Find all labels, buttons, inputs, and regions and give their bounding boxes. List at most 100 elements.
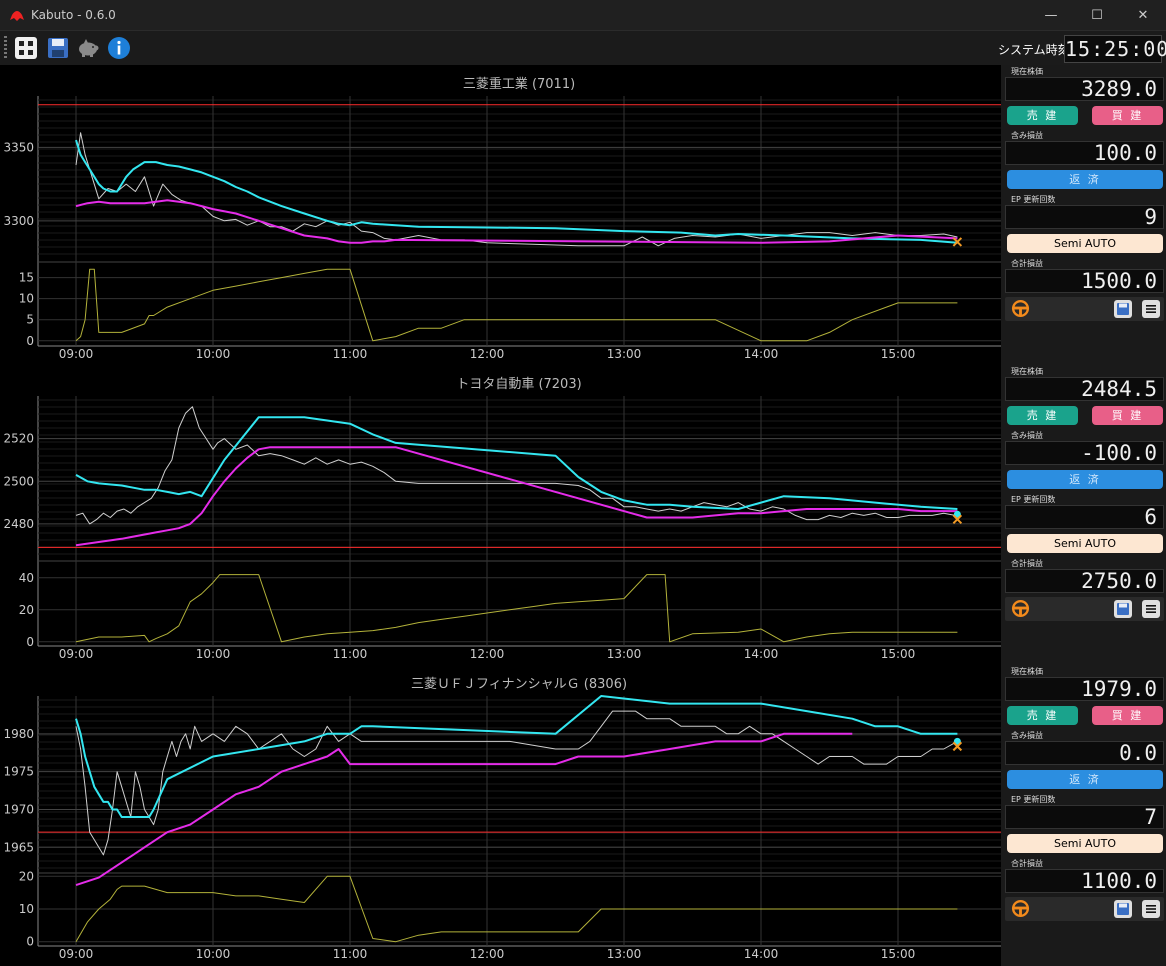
volume-tick-label: 15 [19, 271, 34, 285]
maximize-button[interactable]: ☐ [1091, 8, 1103, 23]
lower-trail-line [75, 446, 958, 547]
window-title: Kabuto - 0.6.0 [31, 8, 116, 22]
panel-action-bar [1005, 897, 1164, 921]
last-price-marker [952, 514, 963, 525]
chart-title: 三菱ＵＦＪフィナンシャルＧ (8306) [411, 677, 627, 692]
volume-tick-label: 0 [26, 334, 34, 348]
ticker-panel-1: 現在株価 3289.0 売 建買 建含み損益 100.0 返 済 EP 更新回数 9 Semi… [1001, 65, 1166, 323]
ep-update-count-display: 6 [1005, 505, 1164, 529]
buy-open-button[interactable]: 買 建 [1092, 406, 1163, 425]
steering-wheel-icon[interactable] [1011, 299, 1030, 318]
semi-auto-button[interactable]: Semi AUTO [1007, 834, 1163, 853]
x-tick-label: 11:00 [333, 647, 368, 661]
close-button[interactable]: ✕ [1137, 8, 1149, 23]
chart-1: 三菱重工業 (7011) 09:00 10:00 11:00 12:00 13:00 14:… [3, 76, 1001, 361]
buy-open-button[interactable]: 買 建 [1092, 106, 1163, 125]
volume-tick-label: 40 [19, 571, 34, 585]
price-tick-label: 2500 [3, 474, 34, 488]
volume-tick-label: 20 [19, 869, 34, 883]
x-tick-label: 15:00 [881, 647, 916, 661]
chart-title: トヨタ自動車 (7203) [456, 377, 581, 392]
chart-3: 三菱ＵＦＪフィナンシャルＧ (8306) 09:00 10:00 11:00 12:00… [3, 677, 1001, 961]
list-icon[interactable] [1142, 600, 1160, 618]
save-icon[interactable] [1114, 300, 1132, 318]
unrealized-pl-display: 0.0 [1005, 741, 1164, 765]
total-pl-display: 2750.0 [1005, 569, 1164, 593]
list-icon[interactable] [1142, 900, 1160, 918]
toolbar-grip[interactable] [4, 36, 7, 60]
x-tick-label: 15:00 [881, 347, 916, 361]
grid-icon[interactable] [14, 36, 38, 60]
save-icon[interactable] [46, 36, 70, 60]
repay-button[interactable]: 返 済 [1007, 170, 1163, 189]
x-tick-label: 14:00 [744, 647, 779, 661]
volume-tick-label: 0 [26, 935, 34, 949]
volume-tick-label: 10 [19, 292, 34, 306]
x-tick-label: 12:00 [470, 347, 505, 361]
price-tick-label: 1975 [3, 765, 34, 779]
sell-open-button[interactable]: 売 建 [1007, 706, 1078, 725]
ep-update-count-label: EP 更新回数 [1011, 795, 1056, 804]
x-tick-label: 10:00 [196, 347, 231, 361]
x-tick-label: 13:00 [607, 647, 642, 661]
volume-line [75, 268, 958, 342]
total-pl-display: 1100.0 [1005, 869, 1164, 893]
ep-update-count-display: 7 [1005, 805, 1164, 829]
panel-action-bar [1005, 297, 1164, 321]
x-tick-label: 14:00 [744, 947, 779, 961]
upper-trail-line [75, 695, 958, 818]
sell-open-button[interactable]: 売 建 [1007, 106, 1078, 125]
system-clock-display: 15:25:00 [1064, 35, 1166, 63]
x-tick-label: 15:00 [881, 947, 916, 961]
piggy-bank-icon[interactable] [76, 36, 100, 60]
volume-line [75, 875, 958, 943]
save-icon[interactable] [1114, 900, 1132, 918]
repay-button[interactable]: 返 済 [1007, 470, 1163, 489]
x-tick-label: 14:00 [744, 347, 779, 361]
steering-wheel-icon[interactable] [1011, 599, 1030, 618]
unrealized-pl-label: 含み損益 [1011, 131, 1043, 140]
semi-auto-button[interactable]: Semi AUTO [1007, 534, 1163, 553]
x-tick-label: 12:00 [470, 647, 505, 661]
volume-line [75, 574, 958, 643]
repay-button[interactable]: 返 済 [1007, 770, 1163, 789]
x-tick-label: 09:00 [59, 347, 94, 361]
kabuto-helmet-icon [10, 11, 24, 21]
upper-trail-line [75, 139, 958, 244]
last-price-marker [952, 741, 963, 752]
ticker-panel-3: 現在株価 1979.0 売 建買 建含み損益 0.0 返 済 EP 更新回数 7 Semi A… [1001, 665, 1166, 923]
save-icon[interactable] [1114, 600, 1132, 618]
volume-tick-label: 5 [26, 313, 34, 327]
toolbar [0, 31, 1166, 65]
ticker-panel-2: 現在株価 2484.5 売 建買 建含み損益 -100.0 返 済 EP 更新回数 6 Sem… [1001, 365, 1166, 623]
x-tick-label: 10:00 [196, 947, 231, 961]
info-icon[interactable] [107, 36, 131, 60]
last-price-dot [953, 737, 961, 745]
list-icon[interactable] [1142, 300, 1160, 318]
lower-trail-line [75, 732, 853, 887]
current-price-display: 3289.0 [1005, 77, 1164, 101]
price-tick-label: 3300 [3, 214, 34, 228]
last-price-marker [952, 237, 963, 247]
title-bar: Kabuto - 0.6.0 — ☐ ✕ [0, 0, 1166, 31]
x-tick-label: 13:00 [607, 347, 642, 361]
semi-auto-button[interactable]: Semi AUTO [1007, 234, 1163, 253]
ep-update-count-label: EP 更新回数 [1011, 195, 1056, 204]
x-tick-label: 09:00 [59, 947, 94, 961]
buy-open-button[interactable]: 買 建 [1092, 706, 1163, 725]
sell-open-button[interactable]: 売 建 [1007, 406, 1078, 425]
current-price-display: 2484.5 [1005, 377, 1164, 401]
total-pl-display: 1500.0 [1005, 269, 1164, 293]
chart-title: 三菱重工業 (7011) [463, 76, 575, 92]
x-tick-label: 13:00 [607, 947, 642, 961]
steering-wheel-icon[interactable] [1011, 899, 1030, 918]
last-price-dot [953, 510, 961, 518]
volume-tick-label: 20 [19, 603, 34, 617]
current-price-display: 1979.0 [1005, 677, 1164, 701]
total-pl-label: 合計損益 [1011, 859, 1043, 868]
price-tick-label: 1970 [3, 802, 34, 816]
minimize-button[interactable]: — [1044, 8, 1058, 23]
current-price-label: 現在株価 [1011, 667, 1043, 676]
price-tick-label: 2480 [3, 517, 34, 531]
lower-trail-line [75, 199, 958, 244]
